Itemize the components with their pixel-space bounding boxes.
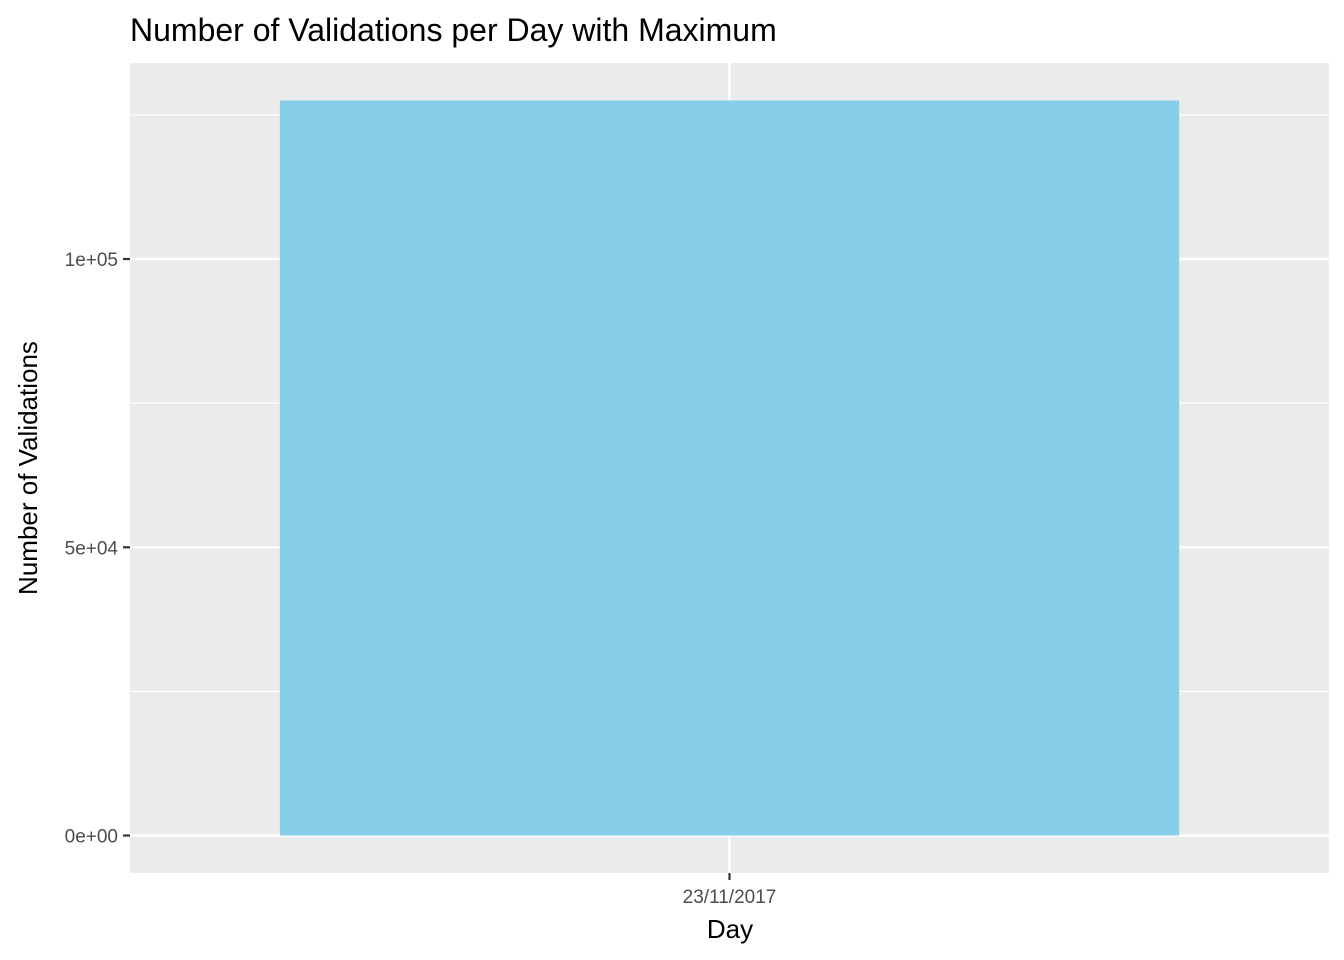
bar bbox=[279, 100, 1180, 836]
y-axis: 0e+00 5e+04 1e+05 bbox=[65, 250, 130, 848]
y-tick-label: 5e+04 bbox=[65, 538, 119, 559]
x-axis: 23/11/2017 bbox=[683, 873, 777, 908]
bars bbox=[279, 100, 1180, 836]
x-axis-title: Day bbox=[707, 914, 753, 944]
y-tick-label: 1e+05 bbox=[65, 250, 118, 271]
y-axis-title: Number of Validations bbox=[13, 341, 43, 595]
y-tick-label: 0e+00 bbox=[65, 827, 118, 848]
x-tick-label: 23/11/2017 bbox=[683, 887, 777, 908]
chart-title: Number of Validations per Day with Maxim… bbox=[130, 12, 777, 48]
